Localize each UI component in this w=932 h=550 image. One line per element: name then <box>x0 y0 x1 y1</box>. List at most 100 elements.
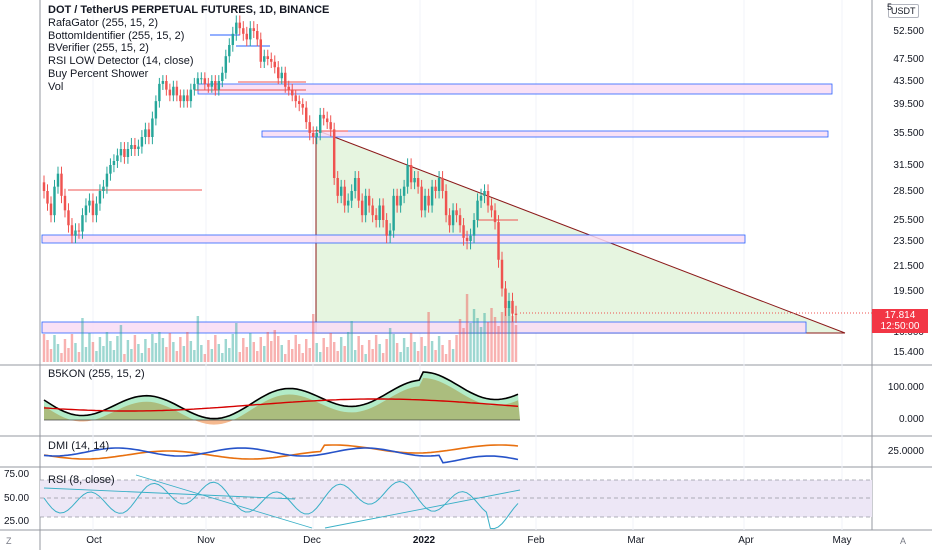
volume-bar <box>298 344 301 362</box>
dmi-minus-line <box>43 447 519 464</box>
candle <box>507 300 511 308</box>
volume-bar <box>102 346 105 362</box>
candle <box>479 195 483 201</box>
volume-bar <box>381 353 385 362</box>
candle <box>357 178 360 201</box>
volume-bar <box>441 345 444 362</box>
volume-bar <box>263 346 266 362</box>
indicator-rsi-low-detector[interactable]: RSI LOW Detector (14, close) <box>48 55 194 68</box>
bar-countdown: 12:50:00 <box>880 321 920 332</box>
candle <box>182 95 186 102</box>
candle <box>172 86 175 96</box>
volume-bar <box>154 343 158 362</box>
candle <box>245 33 249 40</box>
candle <box>294 95 297 102</box>
candle <box>399 195 402 206</box>
candle <box>56 173 60 187</box>
candle <box>444 191 448 216</box>
price-tick: 21.500 <box>893 261 924 272</box>
volume-bar <box>133 335 137 362</box>
volume-bar <box>378 344 381 362</box>
b5kon-pane-label[interactable]: B5KON (255, 15, 2) <box>48 368 145 380</box>
symbol-title[interactable]: DOT / TetherUS PERPETUAL FUTURES, 1D, BI… <box>48 4 330 16</box>
volume-bar <box>311 314 315 362</box>
volume-bar <box>294 335 297 362</box>
indicator-bottomidentifier[interactable]: BottomIdentifier (255, 15, 2) <box>48 29 185 42</box>
candle <box>88 200 91 206</box>
volume-bar <box>353 350 357 362</box>
dmi-pane-label[interactable]: DMI (14, 14) <box>48 440 110 452</box>
candle <box>308 122 311 133</box>
volume-bar <box>151 334 154 362</box>
candle <box>77 230 81 232</box>
support-zone <box>41 321 807 334</box>
price-tick: 43.500 <box>893 76 924 87</box>
volume-bar <box>49 349 53 362</box>
candle <box>291 89 294 96</box>
candle <box>140 137 144 147</box>
b5kon-signal-line <box>43 398 519 412</box>
volume-bar <box>413 342 416 362</box>
volume-bar <box>224 339 228 362</box>
volume-bar <box>196 316 200 362</box>
volume-bar <box>91 342 95 362</box>
candle <box>168 89 172 96</box>
candle <box>318 114 322 133</box>
volume-bar <box>318 352 322 362</box>
candle <box>343 186 346 206</box>
candle <box>434 186 437 191</box>
auto-scale-toggle[interactable]: A <box>900 536 907 546</box>
candle <box>493 210 497 223</box>
indicator-bverifier[interactable]: BVerifier (255, 15, 2) <box>48 42 149 55</box>
candle <box>60 173 63 196</box>
dmi-plus-line <box>43 444 519 460</box>
rsi-axis-tick: 75.00 <box>4 469 30 480</box>
candle <box>109 165 112 174</box>
volume-bar <box>458 319 462 362</box>
volume-bar <box>221 353 224 362</box>
rsi-trendline <box>324 489 521 529</box>
candle <box>126 149 130 157</box>
volume-bar <box>483 313 486 362</box>
indicator-rafagator[interactable]: RafaGator (255, 15, 2) <box>48 16 159 29</box>
volume-bar <box>259 337 262 362</box>
indicator-vol[interactable]: Vol <box>48 80 64 93</box>
volume-bar <box>126 340 130 362</box>
rsi-pane-label[interactable]: RSI (8, close) <box>48 474 115 486</box>
volume-bar <box>406 347 409 362</box>
price-axis-top-value: 5 <box>886 2 892 12</box>
volume-bar <box>189 341 193 362</box>
volume-bar <box>308 348 311 362</box>
candle <box>413 178 416 183</box>
volume-bar <box>165 347 168 362</box>
time-tick: 2022 <box>412 535 436 546</box>
volume-bar <box>252 342 256 362</box>
volume-bar <box>514 325 518 362</box>
volume-bar <box>427 312 430 362</box>
candle <box>105 173 109 187</box>
volume-bar <box>242 338 245 362</box>
volume-bar <box>469 323 472 362</box>
volume-bar <box>493 317 497 362</box>
volume-bar <box>462 328 465 362</box>
time-tick: Nov <box>197 535 215 546</box>
candle <box>364 195 367 216</box>
volume-bar <box>385 339 388 362</box>
b5kon-axis-tick: 0.000 <box>898 414 924 425</box>
timezone-toggle[interactable]: Z <box>6 536 12 546</box>
volume-bar <box>200 345 203 362</box>
currency-badge[interactable]: USDT <box>888 4 919 18</box>
volume-bar <box>249 333 252 362</box>
rsi-axis-tick: 25.00 <box>4 516 30 527</box>
candle <box>284 72 287 87</box>
candle <box>53 186 56 216</box>
price-tick: 39.500 <box>893 99 924 110</box>
candle <box>325 118 329 123</box>
volume-bar <box>175 351 179 362</box>
volume-bar <box>172 342 175 362</box>
volume-bar <box>235 323 238 362</box>
volume-bar <box>144 339 147 362</box>
indicator-buy-percent-shower[interactable]: Buy Percent Shower <box>48 67 149 80</box>
candle <box>158 83 161 102</box>
